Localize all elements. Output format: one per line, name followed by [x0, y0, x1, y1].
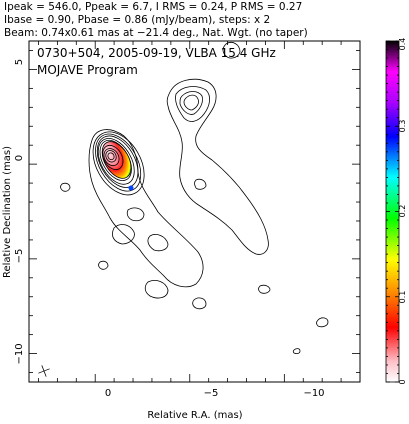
x-axis-label: Relative R.A. (mas) — [147, 410, 242, 421]
header-line-1: Ipeak = 546.0, Ppeak = 6.7, I RMS = 0.24… — [4, 1, 302, 13]
plot-frame — [28, 40, 361, 383]
x-tick-label-m5: −5 — [204, 388, 219, 399]
core-contour-2 — [95, 133, 142, 192]
header-line-3: Beam: 0.74x0.61 mas at −21.4 deg., Nat. … — [4, 27, 308, 39]
colorbar-tick-0.2: 0.2 — [398, 205, 407, 218]
south-contour-2 — [192, 297, 207, 310]
core-contours — [92, 131, 145, 196]
header-line-2: Ibase = 0.90, Pbase = 0.86 (mJy/beam), s… — [4, 14, 270, 26]
core-contour-8 — [105, 150, 117, 163]
jet-contour-small — [194, 178, 207, 190]
colorbar-tick-0.3: 0.3 — [398, 120, 407, 133]
y-tick-label-0: 0 — [14, 155, 25, 161]
x-tick-label-0: 0 — [105, 388, 111, 399]
colorbar-tick-0.1: 0.1 — [398, 291, 407, 304]
core-contour-7 — [103, 148, 120, 167]
annotation-program: MOJAVE Program — [37, 63, 138, 77]
east-contour — [60, 182, 71, 192]
jet-contour-small-2 — [258, 284, 271, 294]
west-contour — [316, 317, 329, 328]
y-tick-label-5: 5 — [14, 59, 25, 65]
core-contour-9 — [107, 152, 115, 161]
core-contour-1 — [92, 131, 145, 196]
x-tick-label-m10: −10 — [303, 388, 324, 399]
mid-jet-contour-2 — [126, 207, 145, 222]
y-tick-label-m5: −5 — [14, 249, 25, 264]
tick-marks — [29, 40, 399, 383]
y-axis-label: Relative Declination (mas) — [2, 146, 13, 278]
core-polarization-spot — [128, 185, 134, 191]
northwest-contour — [222, 42, 241, 59]
mid-jet-contour-3 — [147, 234, 169, 252]
jet-contour-small-3 — [292, 348, 301, 354]
north-blob-contour-2 — [175, 86, 210, 122]
south-east-contour — [98, 260, 109, 270]
colorbar-tick-0.4: 0.4 — [398, 38, 407, 51]
annotation-source: 0730+504, 2005-09-19, VLBA 15.4 GHz — [37, 46, 276, 60]
outer-jet-contour — [88, 129, 204, 288]
colorbar-tick-0: 0 — [398, 379, 407, 384]
core-contour-6 — [102, 144, 124, 171]
north-blob-contour-3 — [179, 91, 203, 115]
beam-marker — [38, 365, 50, 377]
contour-layer — [60, 42, 329, 354]
north-blob-contour-4 — [183, 94, 199, 111]
core-contour-4 — [97, 138, 135, 185]
south-contour-1 — [144, 280, 169, 299]
y-tick-label-m10: −10 — [14, 343, 25, 364]
north-blob-contour-outer — [166, 78, 269, 255]
mid-jet-contour-1 — [112, 224, 135, 245]
